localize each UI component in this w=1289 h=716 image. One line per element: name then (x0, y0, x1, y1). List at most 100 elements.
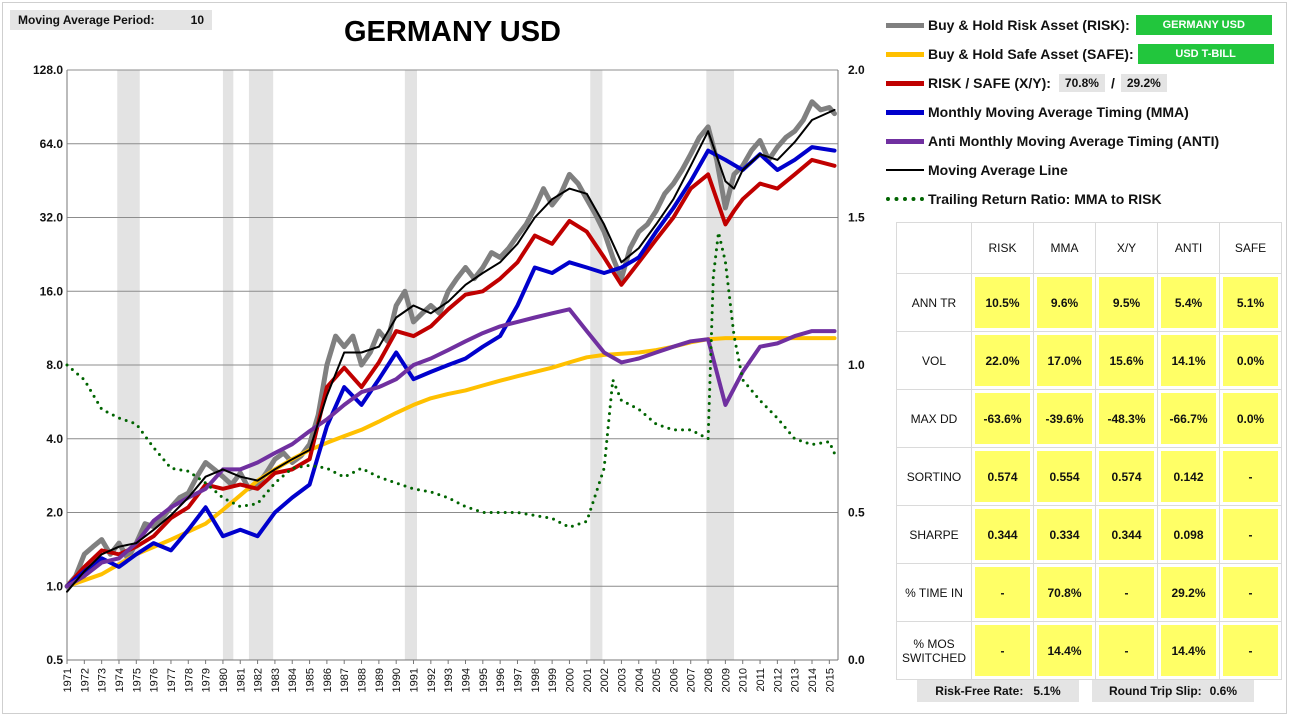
stat-cell: 5.4% (1161, 277, 1216, 328)
row-label: MAX DD (896, 389, 972, 448)
row-label: SORTINO (896, 447, 972, 506)
stats-row-sortino: SORTINO 0.574 0.554 0.574 0.142 - (896, 447, 1282, 506)
x-tick-label: 1981 (235, 668, 247, 692)
stats-row-vol: VOL 22.0% 17.0% 15.6% 14.1% 0.0% (896, 331, 1282, 390)
x-tick-label: 1980 (218, 668, 230, 692)
x-tick-label: 2010 (738, 668, 750, 692)
col-safe: SAFE (1219, 222, 1282, 274)
stat-cell: 14.4% (1161, 625, 1216, 676)
stat-cell: - (1223, 509, 1278, 560)
y2-tick-label: 2.0 (848, 63, 865, 77)
row-label: % TIME IN (896, 563, 972, 622)
legend-swatch-risk (886, 22, 924, 28)
stat-cell: 0.344 (1099, 509, 1154, 560)
x-tick-label: 2007 (686, 668, 698, 692)
x-tick-label: 1972 (79, 668, 91, 692)
y-tick-label: 16.0 (40, 284, 64, 298)
x-tick-label: 1977 (166, 668, 178, 692)
stat-cell: -66.7% (1161, 393, 1216, 444)
x-tick-label: 1984 (287, 668, 299, 692)
x-tick-label: 2002 (599, 668, 611, 692)
col-anti: ANTI (1157, 222, 1220, 274)
series-line-xy (65, 157, 837, 589)
col-mma: MMA (1033, 222, 1096, 274)
y-tick-label: 1.0 (46, 579, 63, 593)
risk-asset-tag: GERMANY USD (1135, 15, 1272, 35)
x-tick-label: 2004 (634, 668, 646, 692)
stats-row-time-in: % TIME IN - 70.8% - 29.2% - (896, 563, 1282, 622)
x-tick-label: 1992 (426, 668, 438, 692)
x-tick-label: 2014 (807, 668, 819, 692)
legend-swatch-anti (886, 138, 924, 144)
x-tick-label: 1985 (305, 668, 317, 692)
stat-cell: 0.574 (1099, 451, 1154, 502)
legend-xy-label: RISK / SAFE (X/Y): (928, 75, 1051, 91)
y-tick-label: 0.5 (46, 653, 63, 667)
stat-cell: 0.344 (975, 509, 1030, 560)
stat-cell: 0.574 (975, 451, 1030, 502)
stat-cell: 9.5% (1099, 277, 1154, 328)
legend-ma: Moving Average Line (886, 159, 1068, 181)
stats-table: RISK MMA X/Y ANTI SAFE ANN TR 10.5% 9.6%… (896, 222, 1282, 680)
x-tick-label: 1982 (253, 668, 265, 692)
stat-cell: 29.2% (1161, 567, 1216, 618)
legend-mma-label: Monthly Moving Average Timing (MMA) (928, 104, 1189, 120)
ma-period-value: 10 (190, 13, 204, 27)
stat-cell: 14.1% (1161, 335, 1216, 386)
x-tick-label: 1988 (357, 668, 369, 692)
stat-cell: 0.142 (1161, 451, 1216, 502)
stat-cell: 22.0% (975, 335, 1030, 386)
x-tick-label: 1973 (97, 668, 109, 692)
legend-xy: RISK / SAFE (X/Y): 70.8% / 29.2% (886, 72, 1167, 94)
rf-value: 5.1% (1033, 684, 1061, 698)
series-line-ma (66, 108, 836, 593)
x-tick-label: 2005 (651, 668, 663, 692)
stats-row-sharpe: SHARPE 0.344 0.334 0.344 0.098 - (896, 505, 1282, 564)
legend-safe-label: Buy & Hold Safe Asset (SAFE): (928, 46, 1134, 62)
stats-row-ann-tr: ANN TR 10.5% 9.6% 9.5% 5.4% 5.1% (896, 273, 1282, 332)
xy-safe-pct: 29.2% (1120, 74, 1167, 92)
stat-cell: -39.6% (1037, 393, 1092, 444)
legend-ratio: Trailing Return Ratio: MMA to RISK (886, 188, 1162, 210)
stat-cell: - (1223, 567, 1278, 618)
chart-title: GERMANY USD (344, 16, 561, 48)
stat-cell: - (1099, 567, 1154, 618)
stats-corner (896, 222, 972, 274)
x-tick-label: 1975 (131, 668, 143, 692)
series-line-ratio (65, 230, 836, 529)
legend-anti: Anti Monthly Moving Average Timing (ANTI… (886, 130, 1219, 152)
stats-header-row: RISK MMA X/Y ANTI SAFE (896, 222, 1282, 274)
x-tick-label: 1993 (443, 668, 455, 692)
y2-tick-label: 1.5 (848, 211, 865, 225)
stat-cell: 0.0% (1223, 335, 1278, 386)
x-tick-label: 1991 (409, 668, 421, 692)
legend-risk: Buy & Hold Risk Asset (RISK): GERMANY US… (886, 14, 1272, 36)
x-tick-label: 1990 (391, 668, 403, 692)
x-tick-label: 1989 (374, 668, 386, 692)
stat-cell: - (1099, 625, 1154, 676)
x-tick-label: 2006 (668, 668, 680, 692)
x-tick-label: 1971 (62, 668, 74, 692)
chart-area: 0.5 1.0 2.0 4.0 8.0 16.0 32.0 64.0 128.0 0.0 0.5 1.… (33, 63, 865, 692)
col-xy: X/Y (1095, 222, 1158, 274)
x-tick-label: 2008 (703, 668, 715, 692)
stat-cell: 0.554 (1037, 451, 1092, 502)
legend-ratio-label: Trailing Return Ratio: MMA to RISK (928, 191, 1162, 207)
stat-cell: 0.334 (1037, 509, 1092, 560)
round-trip-slip-box: Round Trip Slip: 0.6% (1092, 680, 1254, 702)
x-tick-label: 2013 (790, 668, 802, 692)
legend-safe: Buy & Hold Safe Asset (SAFE): USD T-BILL (886, 43, 1274, 65)
y-tick-label: 32.0 (40, 211, 64, 225)
x-tick-label: 1996 (495, 668, 507, 692)
x-tick-label: 1986 (322, 668, 334, 692)
row-label: VOL (896, 331, 972, 390)
x-tick-label: 1983 (270, 668, 282, 692)
stat-cell: 14.4% (1037, 625, 1092, 676)
row-label: ANN TR (896, 273, 972, 332)
slip-label: Round Trip Slip: (1108, 684, 1202, 698)
x-tick-label: 2011 (755, 668, 767, 692)
legend-swatch-ratio (886, 197, 924, 201)
legend-swatch-xy (886, 80, 924, 86)
legend-ma-label: Moving Average Line (928, 162, 1068, 178)
y-tick-label: 128.0 (33, 63, 63, 77)
